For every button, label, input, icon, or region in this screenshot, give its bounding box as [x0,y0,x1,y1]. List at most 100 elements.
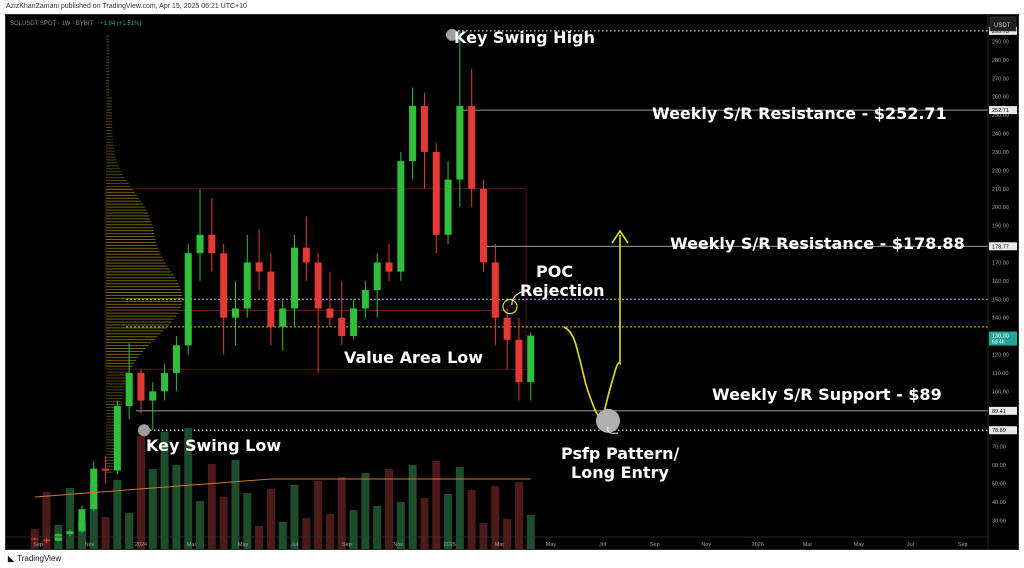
profile-bar [106,433,117,435]
y-tick-label: 290.00 [992,39,1009,45]
profile-bar [106,445,116,447]
profile-bar [106,454,115,456]
volume-bar [148,469,157,549]
volume-profile [106,35,183,473]
profile-bar [106,65,110,67]
candle-body [137,372,145,401]
candle [432,142,440,254]
candle [385,244,393,281]
candle-body [527,335,535,383]
profile-bar [106,286,180,288]
candle-body [255,262,263,272]
profile-bar [106,109,113,111]
candle-body [184,253,192,346]
poc-rejection-marker [502,299,518,315]
candle-body [385,262,393,272]
volume-bar [325,514,334,549]
candle-body [302,247,310,263]
tradingview-logo[interactable]: ◣ TradingView [8,554,61,563]
profile-bar [106,312,178,314]
candle-body [172,345,180,373]
swing-high-marker [446,28,458,41]
candle-body [456,105,464,180]
publisher-bar: AzizKhanZamani published on TradingView.… [0,0,1024,14]
volume-bar [444,494,453,549]
candle-body [491,262,499,318]
profile-bar [106,171,122,173]
chart-frame[interactable]: SOLUSDT SPOT · 1W · BYBIT +1.94 (+1.51%) K… [5,14,1019,550]
profile-bar [106,318,174,320]
x-tick-label: 2026 [752,542,764,548]
volume-bar [172,465,181,549]
volume-bar [66,488,75,549]
x-tick-label: Sep [958,542,968,548]
annotation-label: Key Swing High [454,28,595,47]
profile-bar [106,427,118,429]
profile-bar [106,330,164,332]
price-tag-label: 78.89 [992,428,1006,434]
candle [255,229,263,291]
profile-bar [106,259,164,261]
y-tick-label: 260.00 [992,95,1009,101]
profile-bar [106,185,131,187]
profile-bar [106,300,183,302]
profile-bar [106,274,174,276]
candle [172,336,180,392]
y-tick-label: 200.00 [992,205,1009,211]
profile-bar [106,144,114,146]
profile-bar [106,82,110,84]
profile-bar [106,436,117,438]
poc-arrow [511,289,527,306]
volume-bar [503,519,512,549]
candle-body [102,468,110,471]
profile-bar [106,85,110,87]
profile-bar [106,306,181,308]
currency-button-label: USDT [994,23,1011,29]
price-axis-background [988,15,1018,549]
profile-bar [106,73,110,75]
volume-bar [136,436,145,549]
profile-bar [106,71,110,73]
profile-bar [106,230,154,232]
profile-bar [106,153,115,155]
profile-bar [106,424,119,426]
y-tick-label: 240.00 [992,132,1009,138]
projected-path-arrowhead [611,229,629,244]
x-tick-label: Jul [291,542,298,548]
volume-bar [361,473,370,549]
profile-bar [106,451,115,453]
profile-bar [106,88,110,90]
volume-bar [467,490,476,549]
profile-bar [106,100,113,102]
profile-bar [106,377,128,379]
chart-svg[interactable]: SOLUSDT SPOT · 1W · BYBIT +1.94 (+1.51%) K… [6,15,1018,549]
volume-bar [231,460,240,549]
price-tag-label: 130.30 [992,334,1009,340]
candle [397,151,405,281]
x-tick-label: 2025 [444,542,456,548]
profile-bar [106,112,113,114]
candle [42,537,50,544]
y-tick-label: 270.00 [992,76,1009,82]
profile-bar [106,383,126,385]
volume-bars [30,428,535,549]
profile-bar [106,262,166,264]
candle-body [480,188,488,263]
annotation-label: Value Area Low [344,348,483,367]
profile-bar [106,62,110,64]
profile-bar [106,209,147,211]
candle [137,369,145,414]
candle [314,253,322,373]
profile-bar [106,138,113,140]
profile-bar [106,371,130,373]
profile-bar [106,221,152,223]
candle [338,280,346,346]
profile-bar [106,135,113,137]
y-tick-label: 250.00 [992,113,1009,119]
profile-bar [106,132,113,134]
profile-bar [106,241,157,243]
y-tick-label: 60.00 [992,463,1006,469]
candle-body [42,539,50,541]
candle [196,188,204,281]
x-tick-label: Nov [701,542,711,548]
